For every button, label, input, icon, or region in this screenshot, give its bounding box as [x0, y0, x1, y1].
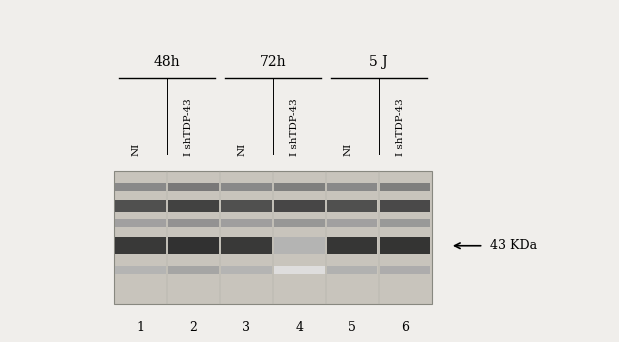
Bar [380, 237, 430, 254]
Bar [380, 183, 430, 191]
Bar [380, 200, 430, 212]
Bar [168, 183, 219, 191]
Bar [115, 200, 166, 212]
Text: NI: NI [132, 143, 141, 156]
Text: 5: 5 [348, 321, 356, 334]
Text: I shTDP-43: I shTDP-43 [290, 98, 300, 156]
Text: 6: 6 [401, 321, 409, 334]
Text: 43 KDa: 43 KDa [490, 239, 537, 252]
Text: 1: 1 [137, 321, 145, 334]
Bar [168, 219, 219, 227]
Bar [327, 266, 378, 274]
Bar [168, 200, 219, 212]
Bar [327, 200, 378, 212]
Text: 4: 4 [295, 321, 303, 334]
Bar [327, 183, 378, 191]
Text: 48h: 48h [154, 55, 180, 69]
Text: I shTDP-43: I shTDP-43 [184, 98, 194, 156]
Bar [274, 266, 324, 274]
Bar [221, 237, 272, 254]
Text: NI: NI [344, 143, 352, 156]
Bar [274, 219, 324, 227]
Bar [168, 237, 219, 254]
Text: NI: NI [238, 143, 246, 156]
Bar [114, 171, 431, 304]
Bar [115, 219, 166, 227]
Bar [221, 200, 272, 212]
Bar [380, 266, 430, 274]
Bar [274, 200, 324, 212]
Bar [274, 237, 324, 254]
Bar [380, 219, 430, 227]
Bar [115, 237, 166, 254]
Bar [274, 183, 324, 191]
Bar [221, 183, 272, 191]
Bar [221, 219, 272, 227]
Bar [168, 266, 219, 274]
Bar [327, 237, 378, 254]
Bar [327, 219, 378, 227]
Text: I shTDP-43: I shTDP-43 [396, 98, 405, 156]
Text: 3: 3 [243, 321, 251, 334]
Bar [115, 183, 166, 191]
Bar [221, 266, 272, 274]
Bar [115, 266, 166, 274]
Text: 5 J: 5 J [370, 55, 388, 69]
Text: 2: 2 [189, 321, 197, 334]
Text: 72h: 72h [259, 55, 286, 69]
